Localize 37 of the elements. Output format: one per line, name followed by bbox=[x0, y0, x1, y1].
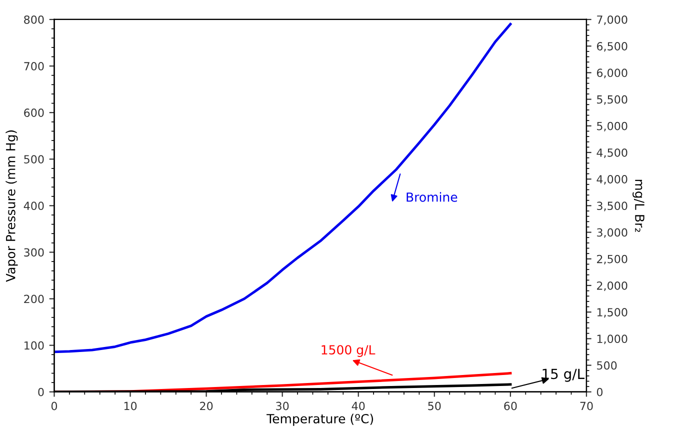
y-tick-label: 400 bbox=[24, 202, 44, 210]
y2-tick-label: 2,000 bbox=[597, 281, 628, 291]
y-tick-label: 300 bbox=[24, 248, 44, 257]
y2-tick-label: 1,500 bbox=[597, 308, 628, 318]
x-tick-label: 40 bbox=[352, 402, 365, 410]
x-tick-label: 50 bbox=[428, 402, 441, 410]
y-tick-label: 700 bbox=[24, 62, 44, 70]
x-tick-label: 70 bbox=[580, 402, 593, 410]
y2-tick-label: 4,000 bbox=[596, 175, 628, 185]
y2-tick-label: 4,500 bbox=[596, 148, 628, 158]
y-tick-label: 500 bbox=[24, 155, 44, 164]
y-tick-label: 600 bbox=[24, 108, 44, 117]
y2-tick-label: 3,500 bbox=[597, 202, 628, 212]
y-tick-label: 200 bbox=[24, 294, 44, 304]
y2-tick-label: 0 bbox=[596, 388, 603, 396]
y2-tick-label: 2,500 bbox=[597, 254, 628, 264]
y2-tick-label: 5,500 bbox=[597, 95, 628, 105]
annotation: Bromine bbox=[406, 192, 458, 202]
y-axis-title: Vapor Pressure (mm Hg) bbox=[6, 130, 18, 282]
x-tick-label: 20 bbox=[200, 402, 213, 410]
y2-tick-label: 6,000 bbox=[596, 68, 628, 78]
x-axis-title: Temperature (ºC) bbox=[266, 414, 374, 426]
y2-tick-label: 500 bbox=[597, 361, 617, 370]
y2-tick-label: 7,000 bbox=[597, 15, 628, 25]
y2-tick-label: 1,000 bbox=[597, 334, 628, 344]
y-tick-label: 800 bbox=[24, 15, 44, 24]
y2-axis-title: mg/L Br₂ bbox=[632, 180, 644, 232]
x-tick-label: 10 bbox=[124, 402, 137, 410]
annotation: 1500 g/L bbox=[322, 345, 376, 357]
y2-tick-label: 6,500 bbox=[596, 42, 628, 52]
x-tick-label: 60 bbox=[504, 402, 517, 410]
y2-tick-label: 3,000 bbox=[597, 228, 628, 238]
x-tick-label: 30 bbox=[276, 402, 289, 410]
x-tick-label: 0 bbox=[51, 402, 58, 410]
y2-tick-label: 5,000 bbox=[597, 122, 628, 132]
y-tick-label: 100 bbox=[24, 341, 44, 350]
y-tick-label: 0 bbox=[38, 388, 44, 396]
